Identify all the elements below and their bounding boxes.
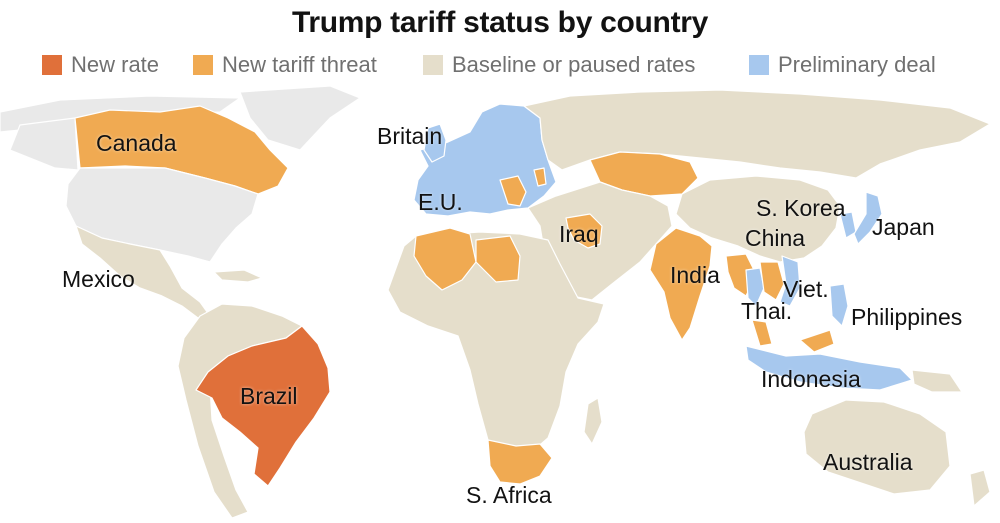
map-title: Trump tariff status by country [291,6,709,39]
world-map [0,85,991,519]
label-mexico: Mexico [62,266,135,292]
region-new-guinea [911,369,963,393]
country-malaysia-borneo [799,329,835,353]
legend-item-new-rate: New rate [42,52,159,78]
country-iraq [565,213,603,249]
greenland-region [239,85,361,151]
legend-label: Baseline or paused rates [452,52,696,77]
country-russia [523,89,991,179]
label-indonesia: Indonesia [761,366,861,392]
legend-label: Preliminary deal [778,52,936,77]
label-britain: Britain [377,123,443,149]
country-japan [853,191,883,245]
country-new-zealand [969,469,991,507]
label-australia: Australia [823,449,913,475]
country-madagascar [583,397,603,445]
label-philippines: Philippines [851,304,963,330]
legend-swatch-new-tariff-threat [193,55,213,75]
label-iraq: Iraq [559,221,599,247]
label-eu: E.U. [418,189,463,215]
legend-item-preliminary-deal: Preliminary deal [749,52,936,78]
legend-label: New tariff threat [222,52,377,77]
region-balkans [499,175,527,207]
legend-swatch-baseline [423,55,443,75]
legend-swatch-new-rate [42,55,62,75]
country-united-states [65,167,259,263]
alaska-region [9,117,79,171]
legend-item-baseline: Baseline or paused rates [423,52,695,78]
country-libya [475,235,521,283]
country-moldova [533,167,547,187]
country-canada [74,105,289,195]
country-india [649,227,713,341]
country-vietnam [779,255,801,307]
country-britain [423,123,447,163]
label-india: India [670,262,720,288]
legend-item-new-tariff-threat: New tariff threat [193,52,377,78]
caribbean-islands [213,269,263,283]
label-thai: Thai. [741,298,793,324]
country-south-africa [487,439,553,485]
country-brazil [195,325,331,487]
legend: New rate New tariff threat Baseline or p… [0,52,1000,84]
country-laos-cambodia [759,261,785,301]
country-china [675,175,841,263]
country-philippines [829,283,849,327]
label-brazil: Brazil [240,383,298,409]
label-s-korea: S. Korea [756,195,846,221]
label-s-africa: S. Africa [466,482,552,508]
label-viet: Viet. [783,276,829,302]
legend-swatch-preliminary-deal [749,55,769,75]
label-japan: Japan [872,214,935,240]
legend-label: New rate [71,52,160,77]
country-algeria [413,227,477,291]
label-china: China [745,225,806,251]
region-south-america-rest [177,303,303,519]
label-canada: Canada [96,130,177,156]
country-thailand [745,267,765,307]
country-indonesia [745,345,913,391]
country-malaysia [751,319,773,347]
country-australia [803,399,951,495]
